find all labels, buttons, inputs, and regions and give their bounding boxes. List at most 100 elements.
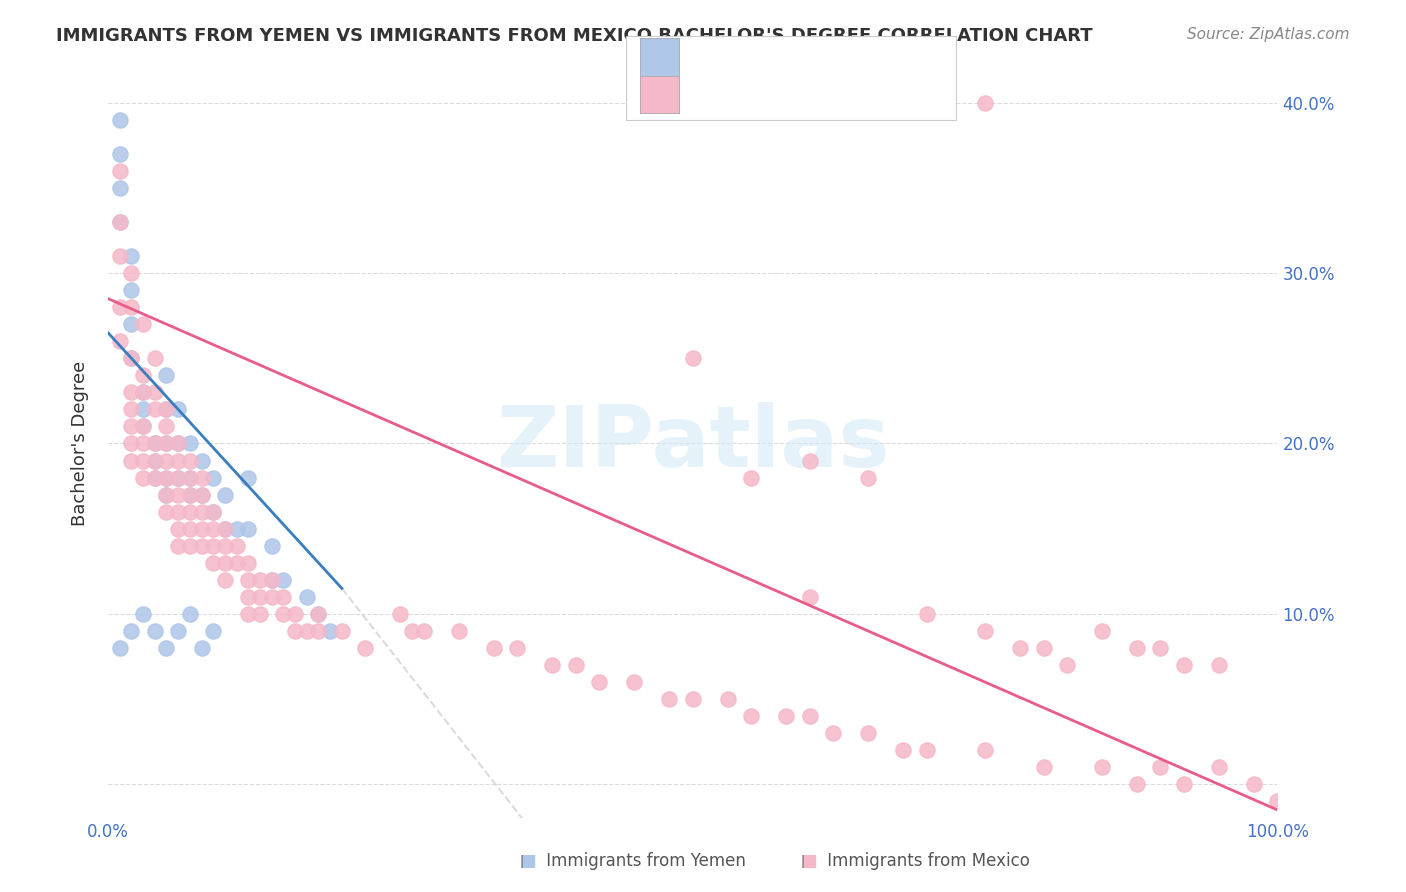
Point <box>974 624 997 638</box>
Point <box>214 539 236 553</box>
Point <box>214 573 236 587</box>
Point <box>143 436 166 450</box>
Point <box>682 692 704 706</box>
Point <box>155 419 177 434</box>
Point <box>120 351 142 366</box>
Point <box>214 556 236 570</box>
Point <box>1032 640 1054 655</box>
Point <box>740 470 762 484</box>
Point <box>260 539 283 553</box>
Point <box>155 470 177 484</box>
Point <box>155 402 177 417</box>
Point <box>308 607 330 621</box>
Point <box>167 539 190 553</box>
Point <box>155 436 177 450</box>
Point <box>179 436 201 450</box>
Text: R = -0.607   N = 124: R = -0.607 N = 124 <box>686 93 875 111</box>
Point <box>330 624 353 638</box>
Point <box>1208 658 1230 673</box>
Point <box>143 624 166 638</box>
Point <box>799 453 821 467</box>
Point <box>143 436 166 450</box>
Point <box>202 470 225 484</box>
Point <box>108 640 131 655</box>
Point <box>915 607 938 621</box>
Point <box>179 453 201 467</box>
Point <box>108 334 131 349</box>
Point <box>167 436 190 450</box>
Point <box>190 488 212 502</box>
Point <box>273 607 295 621</box>
Point <box>190 522 212 536</box>
Point <box>1149 640 1171 655</box>
Point <box>132 317 155 331</box>
Point <box>214 488 236 502</box>
Point <box>120 300 142 314</box>
Point <box>799 590 821 604</box>
Point <box>238 470 260 484</box>
Point <box>308 607 330 621</box>
Point <box>799 709 821 723</box>
Point <box>447 624 470 638</box>
Point <box>1173 777 1195 791</box>
Point <box>132 402 155 417</box>
Point <box>225 556 247 570</box>
Point <box>179 505 201 519</box>
Point <box>1091 760 1114 774</box>
Point <box>190 539 212 553</box>
Point <box>167 436 190 450</box>
Point <box>143 402 166 417</box>
Point <box>682 351 704 366</box>
Point <box>564 658 586 673</box>
Point <box>202 556 225 570</box>
Point <box>238 556 260 570</box>
Point <box>214 522 236 536</box>
Point <box>1208 760 1230 774</box>
Point <box>249 607 271 621</box>
Point <box>238 522 260 536</box>
Point <box>179 488 201 502</box>
Point <box>775 709 797 723</box>
Point <box>120 266 142 280</box>
Text: ZIPatlas: ZIPatlas <box>496 402 890 485</box>
Point <box>155 488 177 502</box>
Point <box>202 505 225 519</box>
Point <box>108 181 131 195</box>
Point <box>506 640 529 655</box>
Point <box>1032 760 1054 774</box>
Point <box>260 590 283 604</box>
Point <box>623 675 645 690</box>
Point <box>155 488 177 502</box>
Point <box>108 215 131 229</box>
Point <box>260 573 283 587</box>
Text: IMMIGRANTS FROM YEMEN VS IMMIGRANTS FROM MEXICO BACHELOR'S DEGREE CORRELATION CH: IMMIGRANTS FROM YEMEN VS IMMIGRANTS FROM… <box>56 27 1092 45</box>
Point <box>167 522 190 536</box>
Point <box>155 640 177 655</box>
Point <box>1126 777 1149 791</box>
Point <box>155 368 177 383</box>
Point <box>155 505 177 519</box>
Point <box>1091 624 1114 638</box>
Point <box>190 453 212 467</box>
Point <box>273 573 295 587</box>
Point <box>120 453 142 467</box>
Point <box>143 385 166 400</box>
Point <box>179 470 201 484</box>
Point <box>202 522 225 536</box>
Point <box>190 640 212 655</box>
Point <box>856 470 879 484</box>
Point <box>1126 640 1149 655</box>
Point <box>143 351 166 366</box>
Point <box>717 692 740 706</box>
Point <box>155 470 177 484</box>
Point <box>108 215 131 229</box>
Text: ■  Immigrants from Yemen: ■ Immigrants from Yemen <box>520 852 747 870</box>
Point <box>190 505 212 519</box>
Text: R = -0.290   N =  49: R = -0.290 N = 49 <box>686 55 869 73</box>
Y-axis label: Bachelor's Degree: Bachelor's Degree <box>72 361 89 526</box>
Point <box>190 470 212 484</box>
Point <box>143 453 166 467</box>
Point <box>132 419 155 434</box>
Point <box>260 573 283 587</box>
Point <box>319 624 342 638</box>
